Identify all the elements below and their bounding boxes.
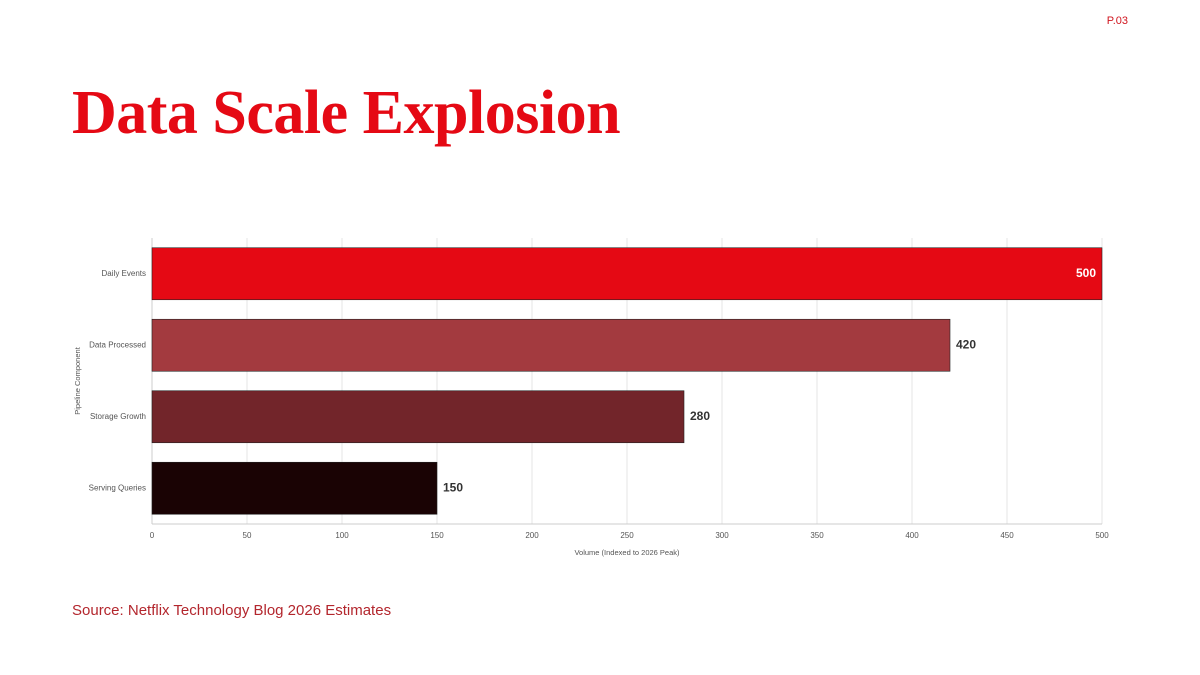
x-tick-label: 350 bbox=[810, 531, 824, 540]
y-tick-label: Storage Growth bbox=[90, 412, 146, 421]
x-tick-label: 250 bbox=[620, 531, 634, 540]
bar bbox=[151, 461, 438, 515]
bar bbox=[151, 247, 1103, 301]
y-tick-label: Data Processed bbox=[89, 340, 146, 349]
x-tick-label: 450 bbox=[1000, 531, 1014, 540]
x-tick-label: 500 bbox=[1095, 531, 1109, 540]
y-tick-label: Daily Events bbox=[102, 269, 146, 278]
source-note: Source: Netflix Technology Blog 2026 Est… bbox=[72, 602, 392, 619]
slide-title: Data Scale Explosion bbox=[72, 79, 621, 147]
x-tick-label: 150 bbox=[430, 531, 444, 540]
value-label: 150 bbox=[443, 480, 463, 494]
value-label: 280 bbox=[690, 409, 710, 423]
y-tick-label: Serving Queries bbox=[89, 483, 146, 492]
x-tick-label: 50 bbox=[243, 531, 252, 540]
x-axis-label: Volume (Indexed to 2026 Peak) bbox=[574, 548, 680, 557]
page-label: P.03 bbox=[1106, 15, 1128, 27]
bar bbox=[151, 390, 685, 444]
x-tick-label: 100 bbox=[335, 531, 349, 540]
y-axis-label: Pipeline Component bbox=[73, 346, 82, 414]
x-tick-label: 400 bbox=[905, 531, 919, 540]
x-tick-label: 200 bbox=[525, 531, 539, 540]
value-label: 420 bbox=[956, 337, 976, 351]
x-tick-label: 0 bbox=[150, 531, 155, 540]
value-label: 500 bbox=[1076, 266, 1096, 280]
bar bbox=[151, 318, 951, 372]
x-tick-label: 300 bbox=[715, 531, 729, 540]
